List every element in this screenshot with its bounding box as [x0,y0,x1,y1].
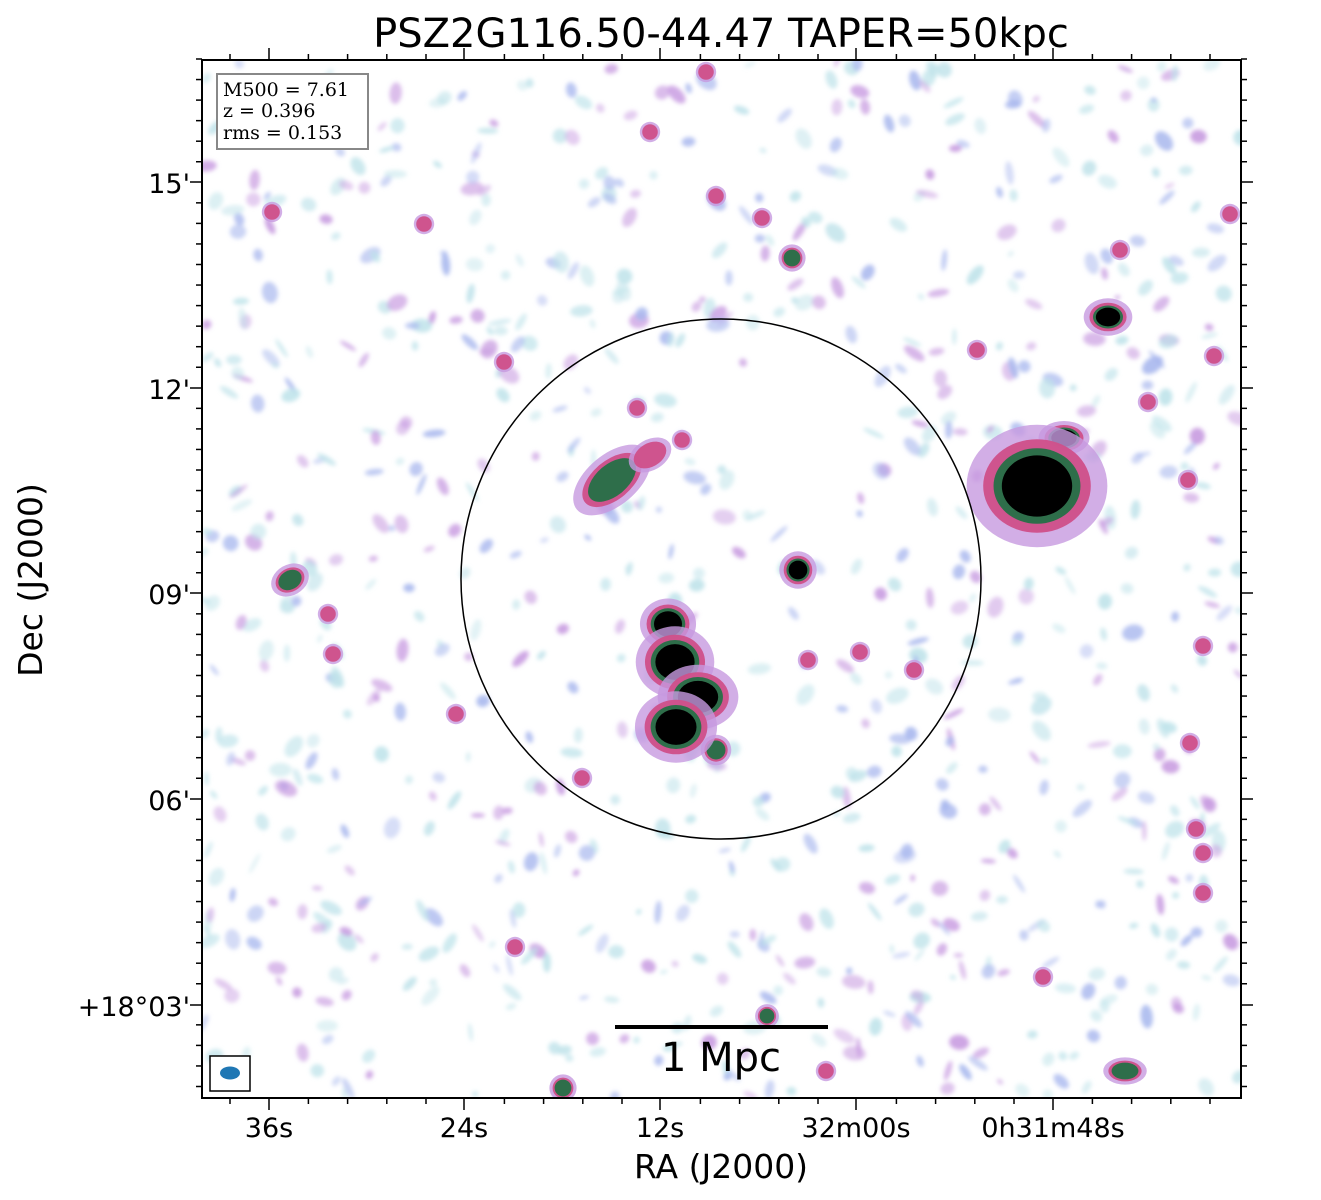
radio-source [634,691,718,763]
scale-bar: 1 Mpc [615,1025,828,1081]
radio-source [671,429,693,451]
info-redshift: z = 0.396 [223,100,315,122]
beam-ellipse [220,1066,240,1080]
radio-source [695,61,717,83]
radio-source [1032,966,1054,988]
x-axis-label: RA (J2000) [634,1147,808,1186]
radio-source [779,551,817,589]
radio-source [1109,239,1131,261]
radio-source [705,185,727,207]
radio-source [413,213,435,235]
radio-source [778,244,806,272]
axis-ticks [190,48,1253,1110]
info-box: M500 = 7.61 z = 0.396 rms = 0.153 [216,73,369,150]
y-tick-label: 15' [148,169,190,200]
radio-source [626,397,648,419]
radio-source [751,207,773,229]
radio-source [1083,298,1133,336]
radius-circle [460,318,982,840]
radio-source [445,703,467,725]
radio-source [966,339,988,361]
plot-title: PSZ2G116.50-44.47 TAPER=50kpc [373,11,1069,57]
radio-source [966,424,1108,548]
beam-indicator [209,1055,251,1092]
radio-source [628,437,672,473]
radio-source [1192,882,1214,904]
radio-source [1219,203,1241,225]
x-tick-label: 36s [245,1113,293,1144]
x-tick-labels: 36s 24s 12s 32m00s 0h31m48s [245,1113,1125,1144]
radio-source [1192,635,1214,657]
radio-source [1203,345,1225,367]
scale-bar-label: 1 Mpc [661,1035,781,1081]
info-rms: rms = 0.153 [223,122,342,144]
plot-frame [201,59,1242,1099]
radio-source [1185,818,1207,840]
radio-source [261,201,283,223]
radio-source [755,1004,779,1028]
y-axis-label: Dec (J2000) [11,483,50,677]
radio-source [549,1074,577,1098]
radio-source [639,121,661,143]
radio-source [797,649,819,671]
x-tick-label: 24s [440,1113,488,1144]
radio-source [903,659,925,681]
radio-source [493,351,515,373]
noise-emission [202,60,1241,1098]
radio-source [271,563,309,597]
y-tick-label: 09' [148,580,190,611]
x-tick-label: 0h31m48s [981,1113,1124,1144]
y-tick-labels: 15' 12' 09' 06' +18°03' [78,169,190,1023]
radio-sources [261,61,1241,1098]
radio-source [1103,1057,1147,1085]
radio-source [571,767,593,789]
radio-source [815,1060,837,1082]
y-tick-label: +18°03' [78,992,190,1023]
radio-source [700,734,732,766]
x-tick-label: 12s [636,1113,684,1144]
radio-image [202,60,1241,1098]
x-tick-label: 32m00s [801,1113,910,1144]
radio-source [1192,842,1214,864]
radio-source [504,936,526,958]
radio-source [1177,469,1199,491]
radio-source [322,643,344,665]
y-tick-label: 06' [148,786,190,817]
radio-source [1179,732,1201,754]
radio-source [317,603,339,625]
radio-source [849,641,871,663]
info-m500: M500 = 7.61 [223,79,349,101]
radio-source [1137,391,1159,413]
y-tick-label: 12' [148,375,190,406]
